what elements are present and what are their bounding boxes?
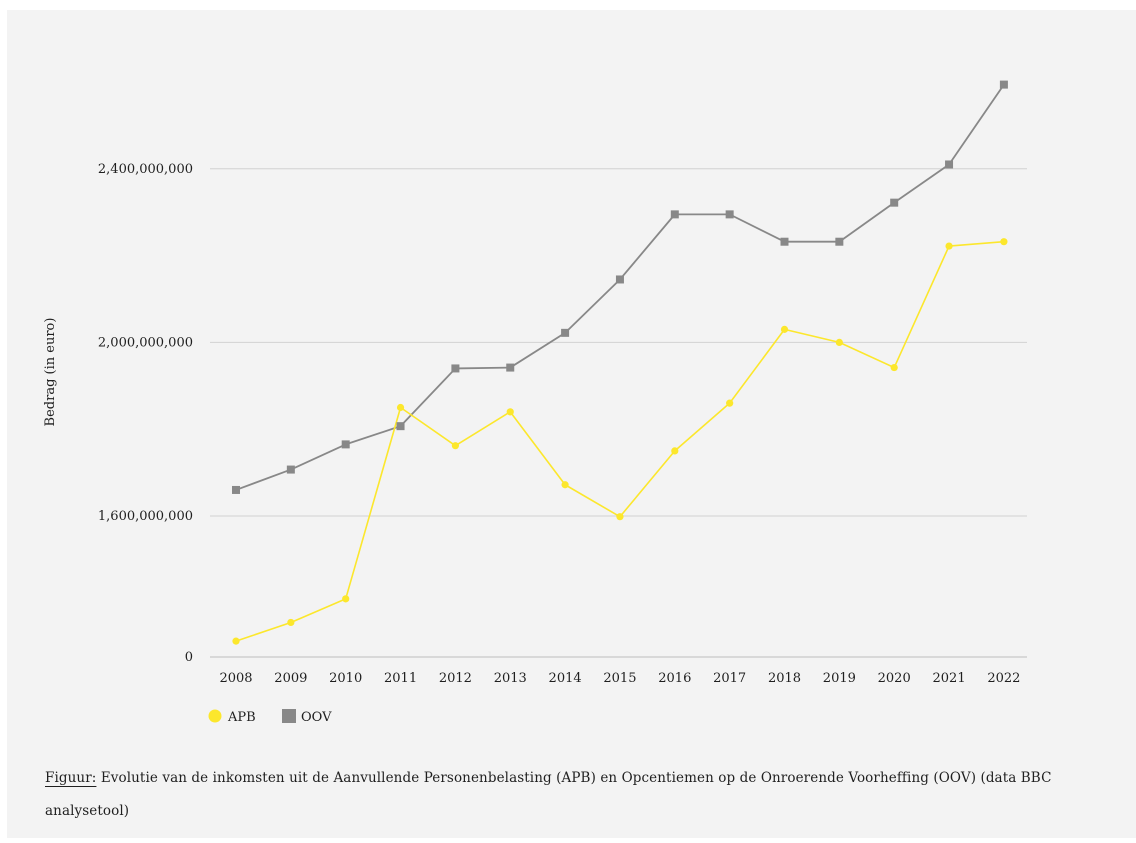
x-tick-label: 2010: [329, 671, 362, 686]
x-tick-label: 2017: [713, 671, 746, 686]
data-point-apb: [890, 363, 898, 372]
data-point-apb: [561, 481, 569, 489]
data-point-oov: [286, 465, 295, 474]
x-tick-label: 2018: [768, 671, 801, 686]
data-point-apb: [1000, 238, 1008, 246]
data-point-oov: [232, 485, 240, 494]
data-point-oov: [890, 198, 899, 207]
data-point-apb: [671, 447, 679, 455]
data-point-apb: [506, 408, 514, 416]
data-point-oov: [561, 328, 570, 337]
data-point-oov: [451, 364, 460, 373]
series-lines: [235, 84, 1005, 642]
x-tick-label: 2015: [603, 671, 636, 686]
x-tick-label: 2011: [384, 671, 417, 686]
data-point-apb: [396, 403, 405, 412]
data-point-oov: [615, 275, 624, 284]
data-point-oov: [780, 237, 789, 246]
data-point-oov: [506, 363, 515, 372]
y-tick-label: 2,000,000,000: [98, 335, 193, 350]
x-tick-label: 2021: [933, 671, 966, 686]
legend-swatch-apb: [208, 709, 222, 723]
data-point-oov: [999, 80, 1008, 89]
data-point-apb: [835, 338, 843, 346]
figure-panel: [7, 10, 1136, 838]
gridlines: [210, 168, 1027, 658]
x-tick-label: 2022: [987, 671, 1020, 686]
caption-prefix: Figuur:: [45, 770, 97, 786]
y-tick-label: 0: [185, 650, 193, 665]
series-line-apb: [235, 240, 1004, 642]
y-tick-label: 1,600,000,000: [98, 509, 193, 524]
y-axis-ticks: 0 1,600,000,000 2,000,000,000 2,400,000,000: [98, 162, 193, 665]
y-tick-label: 2,400,000,000: [98, 162, 193, 177]
legend-label-oov: OOV: [301, 710, 332, 725]
legend-swatch-oov: [282, 709, 296, 723]
x-tick-label: 2008: [219, 671, 252, 686]
x-tick-label: 2019: [823, 671, 856, 686]
data-point-apb: [780, 325, 789, 333]
y-axis-label: Bedrag (in euro): [43, 318, 58, 427]
data-point-oov: [396, 422, 405, 431]
data-point-oov: [945, 160, 954, 169]
caption-text: Evolutie van de inkomsten uit de Aanvull…: [45, 770, 1052, 819]
series-line-oov: [235, 84, 1005, 491]
x-axis-ticks: 2008 2009 2010 2011 2012 2013 2014 2015 2016 2017…: [219, 671, 1020, 686]
x-tick-label: 2014: [549, 671, 582, 686]
series-markers: [232, 80, 1008, 645]
data-point-apb: [232, 637, 240, 645]
legend: APB OOV: [208, 709, 332, 725]
data-point-apb: [342, 595, 350, 603]
data-point-apb: [451, 442, 459, 450]
x-tick-label: 2009: [274, 671, 307, 686]
x-tick-label: 2012: [439, 671, 472, 686]
x-tick-label: 2013: [494, 671, 527, 686]
figure-caption: Figuur: Evolutie van de inkomsten uit de…: [45, 762, 1115, 828]
data-point-apb: [287, 618, 295, 627]
legend-label-apb: APB: [227, 710, 256, 725]
data-point-apb: [726, 399, 734, 407]
data-point-oov: [835, 237, 844, 246]
x-tick-label: 2016: [658, 671, 691, 686]
data-point-apb: [616, 513, 624, 521]
data-point-apb: [945, 242, 953, 250]
data-point-oov: [670, 210, 679, 219]
data-point-oov: [725, 210, 734, 219]
data-point-oov: [341, 440, 350, 449]
x-tick-label: 2020: [878, 671, 911, 686]
line-chart: 0 1,600,000,000 2,000,000,000 2,400,000,000…: [43, 80, 1027, 725]
